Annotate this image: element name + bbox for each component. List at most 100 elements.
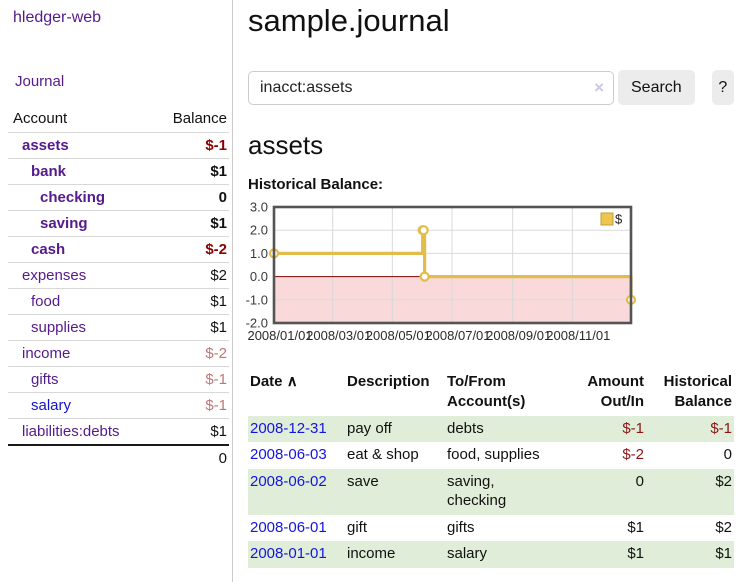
svg-text:-1.0: -1.0 — [246, 292, 268, 307]
transaction-balance: 0 — [723, 446, 732, 464]
transaction-accounts: food, supplies — [447, 446, 540, 464]
transaction-balance: $-1 — [710, 419, 732, 437]
account-balance: $-2 — [205, 241, 227, 258]
transaction-description: eat & shop — [347, 446, 419, 464]
transaction-amount: $1 — [627, 545, 644, 563]
account-row: checking 0 — [8, 184, 229, 210]
accounts-total-value: 0 — [218, 450, 227, 467]
account-link-assets[interactable]: assets — [22, 137, 69, 154]
svg-text:0.0: 0.0 — [250, 269, 268, 284]
transaction-date-link[interactable]: 2008-01-01 — [250, 545, 327, 563]
svg-text:2008/01/01: 2008/01/01 — [247, 328, 312, 343]
sidebar: hledger-web Journal Account Balance asse… — [0, 0, 233, 582]
transaction-amount: $-2 — [622, 446, 644, 464]
transaction-description: pay off — [347, 419, 392, 437]
account-balance: $-1 — [205, 137, 227, 154]
table-row: 2008-06-02 save saving, checking 0 $2 — [248, 468, 734, 515]
account-balance: $1 — [210, 293, 227, 310]
account-balance: $-1 — [205, 371, 227, 388]
help-button[interactable]: ? — [711, 70, 734, 105]
transaction-accounts: gifts — [447, 518, 475, 536]
sort-ascending-icon: ∧ — [286, 373, 298, 390]
table-row: 2008-06-03 eat & shop food, supplies $-2 0 — [248, 442, 734, 469]
account-link-income[interactable]: income — [22, 345, 71, 362]
transaction-balance: $2 — [715, 518, 732, 536]
description-column-header: Description — [347, 373, 430, 390]
sidebar-item-journal[interactable]: Journal — [15, 73, 65, 90]
account-row: salary $-1 — [8, 392, 229, 418]
account-row: food $1 — [8, 288, 229, 314]
account-row: expenses $2 — [8, 262, 229, 288]
svg-text:2008/05/01: 2008/05/01 — [366, 328, 431, 343]
accounts-list: assets $-1 bank $1 checking 0 saving $1 cash $-2 e… — [8, 132, 229, 444]
transaction-date-link[interactable]: 2008-12-31 — [250, 419, 327, 437]
date-column-header[interactable]: Date ∧ — [250, 373, 298, 390]
transaction-date-link[interactable]: 2008-06-02 — [250, 472, 327, 490]
account-link-checking[interactable]: checking — [40, 189, 106, 206]
accounts-column-header: To/From Account(s) — [447, 373, 526, 410]
account-link-expenses[interactable]: expenses — [22, 267, 87, 284]
balance-column-header: Historical Balance — [663, 373, 732, 410]
svg-text:2008/09/01: 2008/09/01 — [486, 328, 551, 343]
svg-text:2008/07/01: 2008/07/01 — [425, 328, 490, 343]
account-link-gifts[interactable]: gifts — [31, 371, 59, 388]
account-row: liabilities:debts $1 — [8, 418, 229, 444]
svg-text:2008/11/01: 2008/11/01 — [546, 328, 610, 343]
account-row: supplies $1 — [8, 314, 229, 340]
transaction-balance: $1 — [715, 545, 732, 563]
table-row: 2008-06-01 gift gifts $1 $2 — [248, 515, 734, 542]
accounts-total-row: 0 — [8, 444, 229, 471]
transaction-balance: $2 — [715, 472, 732, 490]
account-link-liabilities-debts[interactable]: liabilities:debts — [22, 423, 120, 440]
account-balance: $-1 — [205, 397, 227, 414]
svg-text:2008/03/01: 2008/03/01 — [306, 328, 371, 343]
chart-title: Historical Balance: — [248, 176, 384, 193]
account-row: bank $1 — [8, 158, 229, 184]
svg-text:3.0: 3.0 — [250, 200, 268, 215]
account-link-cash[interactable]: cash — [31, 241, 66, 258]
account-row: assets $-1 — [8, 132, 229, 158]
table-row: 2008-12-31 pay off debts $-1 $-1 — [248, 415, 734, 443]
transaction-accounts: debts — [447, 419, 484, 437]
main-content: sample.journal × Search ? assets Histori… — [246, 0, 734, 568]
account-row: saving $1 — [8, 210, 229, 236]
account-balance: 0 — [218, 189, 227, 206]
account-balance: $-2 — [205, 345, 227, 362]
account-balance: $1 — [210, 163, 227, 180]
search-input-wrap: × — [248, 70, 614, 105]
table-row: 2008-01-01 income salary $1 $1 — [248, 541, 734, 568]
transaction-description: income — [347, 545, 396, 563]
account-row: income $-2 — [8, 340, 229, 366]
svg-text:1.0: 1.0 — [250, 246, 268, 261]
transaction-amount: $-1 — [622, 419, 644, 437]
account-balance: $1 — [210, 423, 227, 440]
accounts-table-header: Account Balance — [8, 107, 229, 132]
account-row: gifts $-1 — [8, 366, 229, 392]
account-row: cash $-2 — [8, 236, 229, 262]
transaction-description: gift — [347, 518, 368, 536]
account-link-supplies[interactable]: supplies — [31, 319, 87, 336]
clear-search-icon[interactable]: × — [594, 77, 604, 97]
search-input[interactable] — [248, 70, 614, 105]
account-balance: $2 — [210, 267, 227, 284]
account-link-bank[interactable]: bank — [31, 163, 67, 180]
search-form: × Search ? — [248, 70, 734, 105]
transaction-accounts: saving, checking — [447, 472, 507, 510]
svg-text:-2.0: -2.0 — [246, 316, 268, 331]
account-link-food[interactable]: food — [31, 293, 61, 310]
app-title-link[interactable]: hledger-web — [13, 9, 102, 26]
chart-svg: $3.0 2.0 1.0 0.0 -1.0 -2.02008/01/012008/03/0… — [246, 200, 637, 343]
balance-column-header: Balance — [172, 110, 227, 127]
transaction-amount: $1 — [627, 518, 644, 536]
page-title: sample.journal — [248, 3, 450, 38]
account-link-salary[interactable]: salary — [31, 397, 72, 414]
register-table: Date ∧ Description To/From Account(s) Am… — [248, 370, 734, 568]
transaction-date-link[interactable]: 2008-06-01 — [250, 518, 327, 536]
accounts-table: Account Balance assets $-1 bank $1 checking 0… — [8, 107, 229, 471]
transaction-date-link[interactable]: 2008-06-03 — [250, 446, 327, 464]
account-balance: $1 — [210, 319, 227, 336]
account-column-header: Account — [13, 110, 68, 127]
account-link-saving[interactable]: saving — [40, 215, 88, 232]
transaction-description: save — [347, 472, 379, 490]
search-button[interactable]: Search — [618, 70, 695, 105]
